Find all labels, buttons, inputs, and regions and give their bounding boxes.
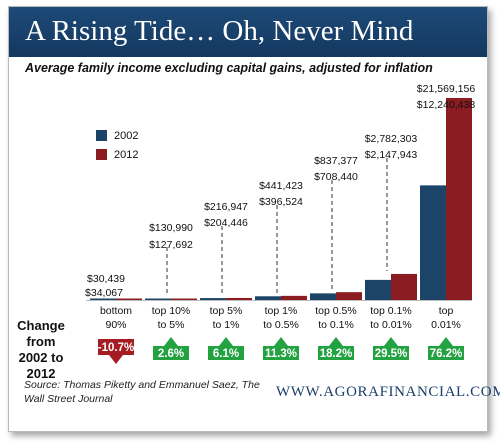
category-label-2-0: top 5% [210,305,243,317]
change-arrow-2 [208,337,244,360]
change-label-6: 76.2% [430,348,463,360]
bar-2012-6 [446,98,472,300]
value-label-2012-0: $30,439 [87,273,125,285]
bar-2002-0 [90,298,116,300]
change-row-label: Change from 2002 to 2012 [17,318,65,381]
category-label-3-1: to 0.5% [263,319,299,331]
header-banner: A Rising Tide… Oh, Never Mind [9,7,487,57]
category-label-1-0: top 10% [152,305,191,317]
legend-swatch-2002 [96,130,107,141]
chart-title: A Rising Tide… Oh, Never Mind [25,15,414,47]
value-label-2012-2: $216,947 [204,201,248,213]
chart-frame: A Rising Tide… Oh, Never Mind [8,6,488,432]
bar-2012-2 [226,297,252,300]
change-arrow-1 [153,337,189,360]
change-label-3: 11.3% [265,348,297,360]
change-arrow-0 [98,339,134,364]
change-arrow-5 [373,337,409,360]
bar-2002-1 [145,298,171,300]
category-label-1-1: to 5% [158,319,185,331]
bar-2002-5 [365,279,391,300]
legend-label-2012: 2012 [114,149,138,161]
category-labels: bottom 90% top 10% to 5% top 5% to 1% top 1% to… [100,305,461,331]
bars [90,98,472,300]
source-note: Source: Thomas Piketty and Emmanuel Saez… [24,379,260,405]
change-arrows: -10.7% 2.6% 6.1% 11.3% 18.2% 29.5% 76.2% [98,337,464,364]
category-label-4-0: top 0.5% [315,305,356,317]
value-label-2002-4: $708,440 [314,171,358,183]
category-label-6-1: 0.01% [431,319,461,331]
bar-2012-5 [391,273,417,300]
bar-2002-6 [420,185,446,300]
bar-2002-2 [200,298,226,300]
value-label-2002-1: $127,692 [149,239,193,251]
value-label-2002-2: $204,446 [204,217,248,229]
change-label-4: 18.2% [320,348,353,360]
change-label-0: -10.7% [98,342,134,354]
leader-lines [166,158,388,296]
site-url: WWW.AGORAFINANCIAL.COM [276,384,500,400]
value-label-2012-4: $837,377 [314,155,358,167]
legend: 2002 2012 [96,130,138,161]
category-label-0-1: 90% [105,319,126,331]
bar-2012-0 [116,298,142,300]
bar-2012-3 [281,295,307,300]
bar-2012-1 [171,298,197,300]
legend-swatch-2012 [96,149,107,160]
legend-label-2002: 2002 [114,130,138,142]
category-label-4-1: to 0.1% [318,319,354,331]
bar-2012-4 [336,292,362,300]
chart-subtitle: Average family income excluding capital … [25,61,433,75]
value-label-2002-0: $34,067 [85,287,123,299]
value-label-2002-5: $2,147,943 [365,149,418,161]
value-labels: $34,067 $30,439 $127,692 $130,990 $204,446 $2… [85,83,475,299]
category-label-3-0: top 1% [265,305,298,317]
bar-2002-4 [310,293,336,300]
category-label-0-0: bottom [100,305,132,317]
category-label-2-1: to 1% [213,319,240,331]
change-arrow-4 [318,337,354,360]
value-label-2012-6: $21,569,156 [417,83,476,95]
bar-2002-3 [255,296,281,300]
value-label-2012-3: $441,423 [259,180,303,192]
category-label-5-0: top 0.1% [370,305,411,317]
change-label-5: 29.5% [375,348,408,360]
value-label-2002-3: $396,524 [259,196,303,208]
change-label-2: 6.1% [213,348,239,360]
change-label-1: 2.6% [158,348,184,360]
category-label-6-0: top [439,305,454,317]
change-arrow-3 [263,337,299,360]
category-label-5-1: to 0.01% [370,319,411,331]
value-label-2012-1: $130,990 [149,222,193,234]
change-arrow-6 [428,337,464,360]
value-label-2012-5: $2,782,303 [365,133,418,145]
value-label-2002-6: $12,240,438 [417,99,476,111]
